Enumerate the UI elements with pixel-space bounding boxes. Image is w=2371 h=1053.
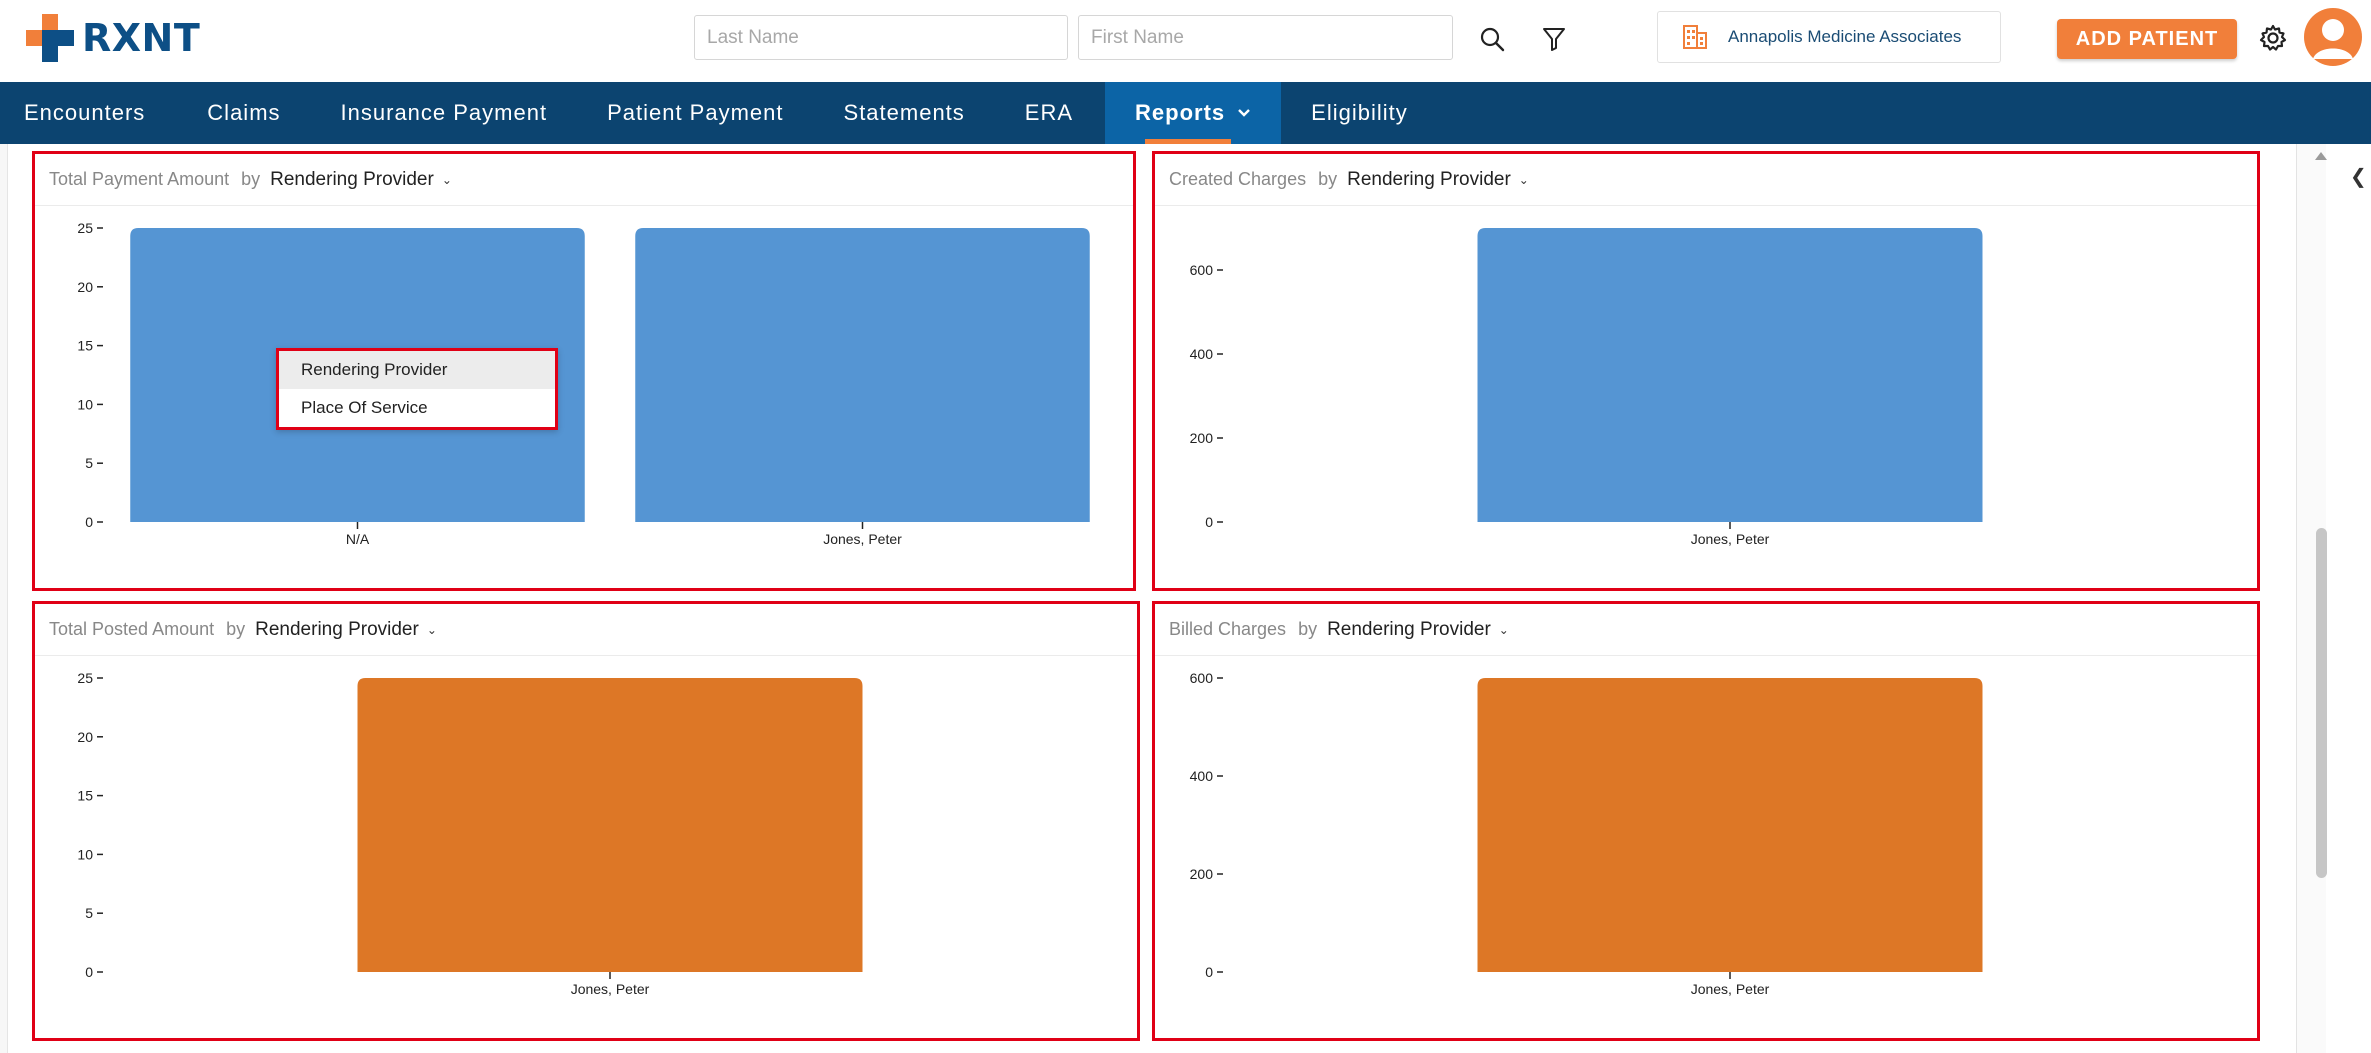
y-tick-label: 200 <box>1190 430 1214 446</box>
y-tick-label: 25 <box>77 670 93 686</box>
x-tick-label: N/A <box>346 531 370 547</box>
y-tick-label: 0 <box>85 514 93 530</box>
panel-by-label: by <box>226 619 246 639</box>
x-tick-label: Jones, Peter <box>571 981 650 997</box>
nav-reports-label: Reports <box>1135 100 1226 125</box>
y-tick-label: 0 <box>1205 964 1213 980</box>
y-tick-label: 5 <box>85 905 93 921</box>
nav-patient-payment[interactable]: Patient Payment <box>607 100 784 125</box>
group-by-select[interactable]: Rendering Provider ⌄ <box>255 619 437 641</box>
bar <box>357 678 863 972</box>
chevron-down-icon: ⌄ <box>1518 172 1529 187</box>
panel-title: Total Posted Amount <box>49 619 215 639</box>
group-by-value: Rendering Provider <box>255 618 419 640</box>
nav-encounters[interactable]: Encounters <box>24 100 146 125</box>
group-by-dropdown-menu: Rendering Provider Place Of Service <box>276 348 558 430</box>
collapse-panel-chevron-left-icon[interactable]: ❮ <box>2350 166 2367 188</box>
chevron-down-icon: ⌄ <box>1498 622 1509 637</box>
last-name-input[interactable] <box>694 15 1068 60</box>
dropdown-option-place-of-service[interactable]: Place Of Service <box>301 398 428 417</box>
bar <box>635 228 1090 522</box>
y-tick-label: 20 <box>77 279 93 295</box>
chevron-down-icon: ⌄ <box>426 622 437 637</box>
y-tick-label: 15 <box>77 338 93 354</box>
reports-content: Total Payment Amount by Rendering Provid… <box>0 144 2371 1053</box>
y-tick-label: 0 <box>85 964 93 980</box>
x-tick-label: Jones, Peter <box>1691 981 1770 997</box>
group-by-value: Rendering Provider <box>1347 168 1511 190</box>
y-tick-label: 0 <box>1205 514 1213 530</box>
y-tick-label: 25 <box>77 220 93 236</box>
x-tick-label: Jones, Peter <box>1691 531 1770 547</box>
rxnt-logo[interactable]: RXNT <box>26 14 200 62</box>
dropdown-option-rendering-provider[interactable]: Rendering Provider <box>279 351 555 389</box>
nav-eligibility[interactable]: Eligibility <box>1311 100 1408 125</box>
group-by-select[interactable]: Rendering Provider ⌄ <box>1327 619 1509 641</box>
bar-chart: 0 200 400 600 Jones, Peter <box>1190 670 1983 997</box>
panel-header: Total Posted Amount by Rendering Provide… <box>35 604 1137 656</box>
logo-cross-icon <box>26 14 74 62</box>
panel-header: Billed Charges by Rendering Provider ⌄ <box>1155 604 2257 656</box>
group-by-value: Rendering Provider <box>1327 618 1491 640</box>
bar-chart: 0 200 400 600 Jones, Peter <box>1190 228 1983 547</box>
practice-selector[interactable]: Annapolis Medicine Associates <box>1657 11 2001 63</box>
search-icon[interactable] <box>1477 24 1507 54</box>
y-tick-label: 20 <box>77 729 93 745</box>
chevron-down-icon <box>1238 109 1251 117</box>
add-patient-button[interactable]: ADD PATIENT <box>2057 19 2237 59</box>
scrollbar-thumb[interactable] <box>2316 528 2327 878</box>
panel-title: Billed Charges <box>1169 619 1287 639</box>
nav-statements[interactable]: Statements <box>843 100 965 125</box>
bar-chart: 0 5 10 15 20 25 N/A Jones, Peter <box>77 220 1090 547</box>
group-by-select[interactable]: Rendering Provider ⌄ <box>1347 169 1529 191</box>
y-tick-label: 5 <box>85 455 93 471</box>
nav-claims[interactable]: Claims <box>207 100 281 125</box>
left-gutter <box>0 144 8 1053</box>
nav-reports[interactable]: Reports <box>1105 82 1282 144</box>
y-tick-label: 600 <box>1190 262 1214 278</box>
bar <box>1477 228 1983 522</box>
group-by-value: Rendering Provider <box>270 168 434 190</box>
top-header: RXNT Annapolis Medicine Associates ADD P… <box>0 0 2371 82</box>
y-tick-label: 15 <box>77 788 93 804</box>
scroll-up-arrow-icon[interactable] <box>2315 152 2327 160</box>
practice-name: Annapolis Medicine Associates <box>1728 27 1962 46</box>
y-tick-label: 600 <box>1190 670 1214 686</box>
x-tick-label: Jones, Peter <box>823 531 902 547</box>
settings-gear-icon[interactable] <box>2257 22 2289 54</box>
y-tick-label: 200 <box>1190 866 1214 882</box>
panel-by-label: by <box>241 169 261 189</box>
chart-panel-total-payment: Total Payment Amount by Rendering Provid… <box>32 151 1136 591</box>
main-nav: Encounters Claims Insurance Payment Pati… <box>0 82 2371 144</box>
filter-icon[interactable] <box>1539 24 1569 54</box>
chart-panel-billed-charges: Billed Charges by Rendering Provider ⌄ 0 2… <box>1152 601 2260 1041</box>
nav-era[interactable]: ERA <box>1024 100 1074 125</box>
logo-text: RXNT <box>82 16 201 60</box>
panel-header: Created Charges by Rendering Provider ⌄ <box>1155 154 2257 206</box>
user-avatar-icon[interactable] <box>2303 7 2363 67</box>
y-tick-label: 400 <box>1190 346 1214 362</box>
chart-panel-total-posted: Total Posted Amount by Rendering Provide… <box>32 601 1140 1041</box>
panel-header: Total Payment Amount by Rendering Provid… <box>35 154 1133 206</box>
chevron-down-icon: ⌄ <box>441 172 452 187</box>
y-tick-label: 10 <box>77 846 93 862</box>
panel-by-label: by <box>1298 619 1318 639</box>
first-name-input[interactable] <box>1078 15 1453 60</box>
panel-title: Total Payment Amount <box>49 169 230 189</box>
bar-chart: 0 5 10 15 20 25 Jones, Peter <box>77 670 863 997</box>
chart-panel-created-charges: Created Charges by Rendering Provider ⌄ 0… <box>1152 151 2260 591</box>
panel-title: Created Charges <box>1169 169 1307 189</box>
building-icon <box>1683 25 1707 49</box>
panel-by-label: by <box>1318 169 1338 189</box>
y-tick-label: 10 <box>77 396 93 412</box>
y-tick-label: 400 <box>1190 768 1214 784</box>
bar <box>1477 678 1983 972</box>
group-by-select[interactable]: Rendering Provider ⌄ <box>270 169 452 191</box>
nav-insurance-payment[interactable]: Insurance Payment <box>340 100 548 125</box>
